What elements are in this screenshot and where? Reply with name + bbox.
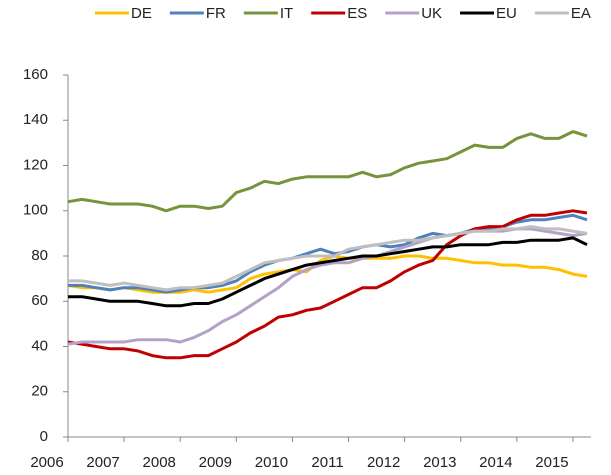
y-tick-label: 120: [23, 156, 48, 173]
x-tick-label: 2006: [30, 454, 63, 471]
legend-label: EA: [571, 5, 591, 22]
series-line: [67, 227, 588, 346]
x-tick-label: 2008: [143, 454, 176, 471]
legend-label: ES: [347, 5, 367, 22]
series-line: [68, 225, 588, 292]
y-tick-label: 20: [31, 383, 48, 400]
x-tick-label: 2007: [86, 454, 119, 471]
y-tick-label: 40: [31, 337, 48, 354]
x-tick-label: 2012: [367, 454, 400, 471]
legend-label: DE: [131, 5, 152, 22]
x-tick-label: 2014: [479, 454, 512, 471]
y-tick-label: 0: [40, 428, 48, 445]
legend-label: IT: [280, 5, 293, 22]
series-line: [67, 130, 588, 213]
x-tick-label: 2015: [535, 454, 568, 471]
legend-label: FR: [206, 5, 226, 22]
series-line: [68, 236, 588, 308]
y-tick-label: 160: [23, 66, 48, 83]
x-tick-label: 2011: [311, 454, 343, 471]
x-tick-label: 2009: [199, 454, 232, 471]
series-line: [68, 213, 588, 294]
y-tick-label: 60: [31, 292, 48, 309]
legend-label: EU: [496, 5, 517, 22]
y-tick-label: 80: [31, 247, 48, 264]
y-tick-label: 100: [23, 202, 48, 219]
series-line: [67, 254, 588, 294]
x-tick-label: 2010: [255, 454, 288, 471]
y-tick-label: 140: [23, 111, 48, 128]
x-tick-label: 2013: [423, 454, 456, 471]
series-line: [67, 209, 588, 360]
legend-label: UK: [421, 5, 442, 22]
